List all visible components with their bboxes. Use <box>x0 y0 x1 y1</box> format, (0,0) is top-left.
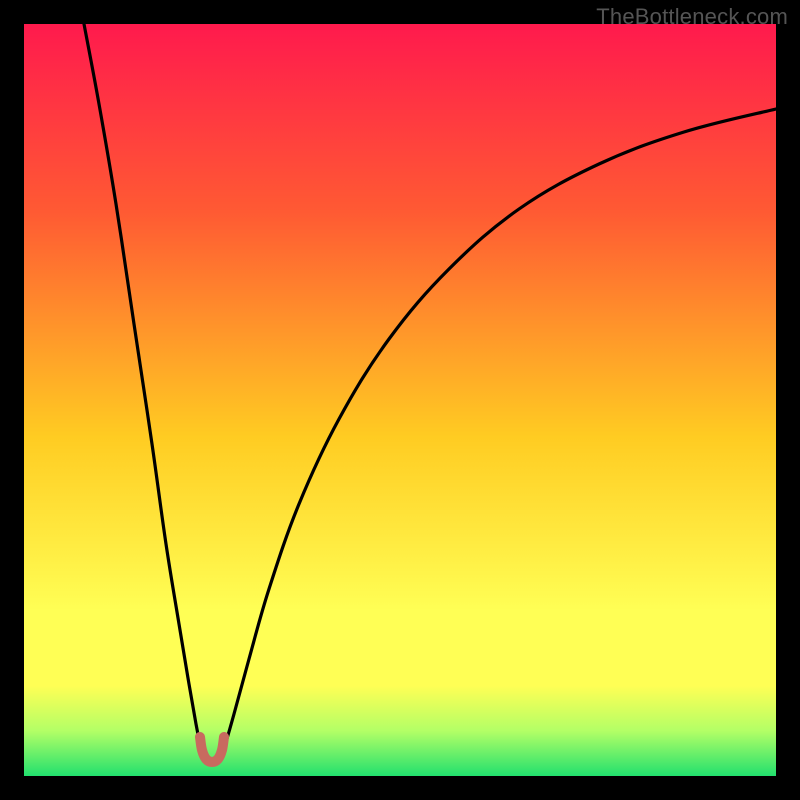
curve-left-branch <box>84 24 202 754</box>
outer-frame: TheBottleneck.com <box>0 0 800 800</box>
trough-marker <box>200 737 224 762</box>
plot-area <box>24 24 776 776</box>
chart-svg <box>24 24 776 776</box>
watermark-text: TheBottleneck.com <box>596 4 788 30</box>
curve-right-branch <box>222 109 776 754</box>
